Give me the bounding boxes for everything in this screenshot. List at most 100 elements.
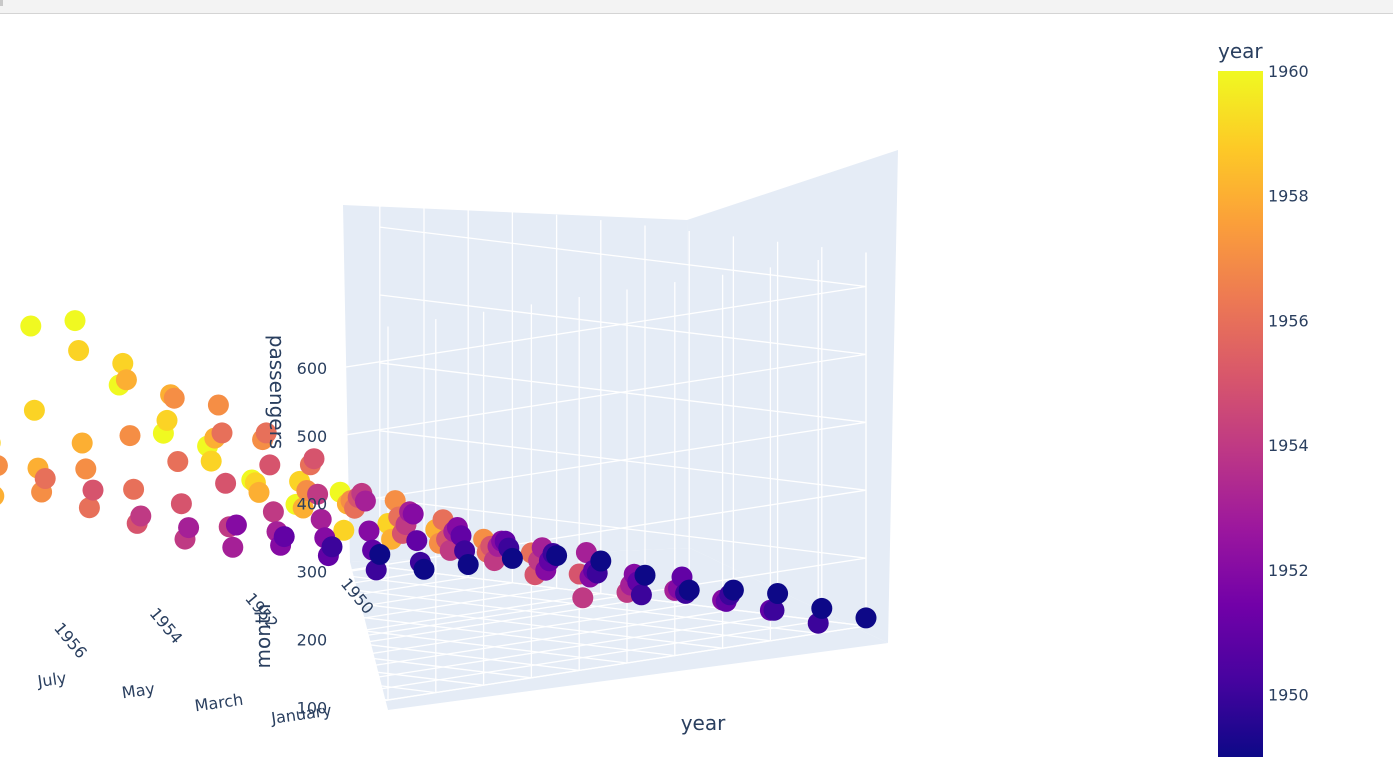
point-1951-december [273,526,295,548]
back-wall-year-passengers [343,205,690,562]
grid-month-floor-2 [251,614,778,698]
point-1958-november [0,487,5,505]
colorbar-tick-1950: 1950 [1268,686,1309,705]
point-1952-december [225,514,247,536]
point-1949-september [501,547,523,569]
floor-wall-year-month [350,548,888,710]
grid-month-floor-7 [30,587,557,671]
point-1958-may [248,481,270,503]
grid-year-floor-1953 [188,595,675,657]
point-1957-august [163,387,185,409]
point-1955-july [303,448,325,470]
point-1957-december [0,455,8,476]
x-axis-title: year [681,711,726,735]
grid-year-floor-1960 [0,665,341,709]
point-1959-october [0,439,1,447]
data-points [0,310,877,634]
point-1956-october [123,478,145,500]
grid-year-floor-1954 [140,602,628,664]
point-1959-june [156,409,178,431]
point-1956-december [34,468,56,489]
point-1954-february [572,587,594,609]
grid-month-floor-0 [340,625,867,709]
point-1949-november [413,558,435,580]
colorbar-tick-1960: 1960 [1268,62,1309,81]
browser-top-strip [0,0,1393,14]
side-wall-month-passengers [687,150,898,643]
y-tick-january: January [269,701,333,728]
z-tick-200: 200 [297,631,328,650]
z-tick-400: 400 [297,495,328,514]
point-1953-september [310,508,332,530]
grid-passengers-back-400 [340,421,867,505]
point-1950-february [763,599,785,621]
colorbar-ticks: 1950 1952 1954 1956 1958 1960 [1268,62,1309,705]
point-1959-february [333,519,355,541]
z-tick-500: 500 [297,427,328,446]
point-1953-december [178,517,200,539]
grid-year-floor-1951 [284,580,771,642]
colorbar-tick-1952: 1952 [1268,561,1309,580]
colorbar-tick-1954: 1954 [1268,436,1309,455]
point-1957-october [75,458,97,480]
point-1958-september [71,432,93,454]
point-1958-april [292,497,314,519]
grid-year-floor-1957 [0,625,484,686]
grid-passengers-back-500 [340,353,867,437]
grid-month-floor-6 [74,592,601,676]
point-1959-august [68,340,90,361]
point-1956-november [78,497,100,519]
point-1956-july [255,422,277,444]
point-1949-august [546,545,568,567]
point-1949-october [457,554,479,575]
x-tick-1956: 1956 [50,619,91,662]
grid-month-floor-8 [0,582,513,663]
point-1959-september [23,399,45,421]
point-1956-september [167,451,189,472]
z-axis-title: passengers [265,335,289,449]
point-1950-december [321,536,343,558]
z-tick-600: 600 [297,359,328,378]
point-1960-august [20,315,42,337]
grid-year-floor-1955 [92,610,580,672]
point-1957-march [384,490,406,512]
grid-month-floor-11 [0,565,380,627]
grid-year-floor-1958 [0,638,436,694]
grid-year-floor-1959 [0,651,389,701]
point-1959-july [112,352,134,374]
grid-month-floor-5 [119,598,646,682]
y-tick-july: July [35,668,67,691]
point-1949-july [590,550,612,572]
point-1949-december [369,543,391,565]
point-1954-august [307,483,329,505]
point-1955-september [215,472,237,494]
point-1954-december [130,505,152,527]
point-1950-may [630,584,652,606]
point-1949-april [722,579,744,601]
point-1949-march [767,583,789,604]
y-tick-march: March [193,690,244,716]
point-1952-september [358,520,380,542]
point-1957-september [119,425,141,447]
point-1949-may [678,579,700,601]
point-1960-july [64,310,86,332]
point-1959-may [200,450,222,472]
grid-passengers-back-600 [340,285,867,369]
x-tick-1954: 1954 [146,604,187,647]
y-tick-may: May [121,679,156,702]
point-1955-august [259,454,281,476]
grid-year-floor-1956 [45,617,532,679]
colorbar-tick-1956: 1956 [1268,312,1309,331]
grid-month-floor-1 [295,619,822,703]
point-1952-august [402,503,424,525]
grid-month-floor-3 [207,609,734,692]
point-1949-june [634,564,656,586]
z-tick-100: 100 [297,698,328,717]
grid-year-floor-1952 [236,588,723,649]
grid-month-floor-4 [163,603,690,687]
point-1949-january [855,607,877,629]
point-1951-september [406,530,428,552]
point-1955-october [170,493,192,515]
colorbar-gradient [1218,71,1263,757]
colorbar-tick-1958: 1958 [1268,187,1309,206]
